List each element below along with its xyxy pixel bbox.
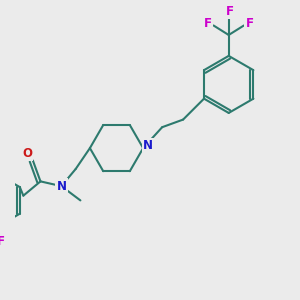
Text: N: N bbox=[56, 180, 66, 193]
Text: O: O bbox=[22, 147, 32, 160]
Text: F: F bbox=[204, 17, 212, 30]
Text: F: F bbox=[246, 17, 254, 30]
Text: N: N bbox=[143, 139, 153, 152]
Text: F: F bbox=[0, 235, 4, 248]
Text: F: F bbox=[226, 5, 234, 18]
